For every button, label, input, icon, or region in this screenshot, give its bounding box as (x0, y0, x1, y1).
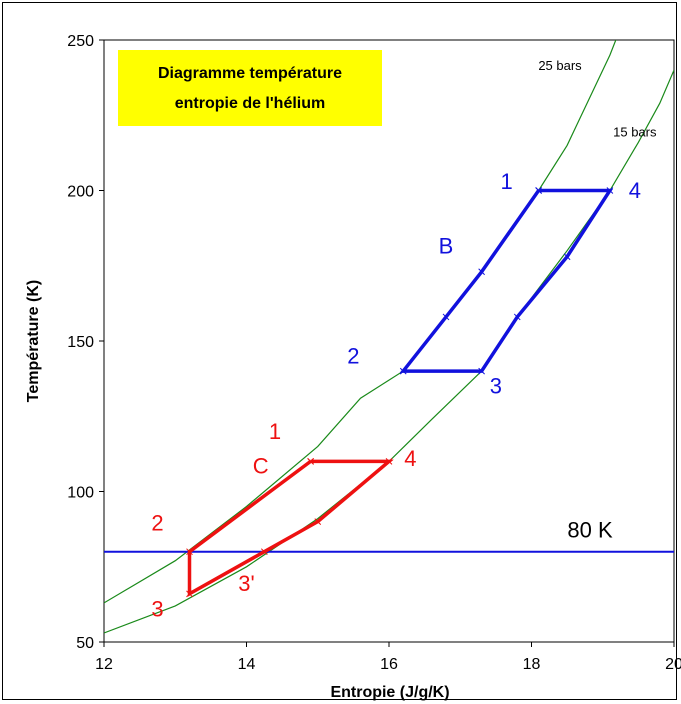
cycle-group: 1 4 2 3 B 1 4 C 2 3' 3 (151, 169, 641, 621)
cycle-B-point-marker (442, 313, 450, 321)
cycle-B-label-B: B (439, 234, 454, 259)
x-axis-label: Entropie (J/g/K) (330, 684, 449, 701)
x-tick-label: 18 (523, 656, 541, 673)
y-axis-ticks: 50 100 150 200 250 (67, 33, 104, 652)
cycle-C-label-4: 4 (404, 446, 416, 471)
isobar-annotation-0: 25 bars (538, 58, 582, 73)
annotations: 25 bars 15 bars (538, 58, 657, 139)
cycle-C-point-marker (307, 458, 314, 465)
cycle-B-point-marker (399, 367, 407, 375)
cycle-B-label-2: 2 (347, 344, 359, 369)
cycle-C-point-marker (314, 518, 322, 525)
plot-area (103, 39, 675, 643)
chart-title-line-2: entropie de l'hélium (175, 95, 326, 112)
cycle-B-label-1: 1 (500, 169, 512, 194)
cycle-B-point-marker (478, 268, 485, 276)
x-tick-label: 12 (95, 656, 113, 673)
cycle-C-point-marker (385, 458, 393, 465)
line-80k-label: 80 K (567, 518, 613, 543)
y-tick-label: 100 (67, 485, 94, 502)
cycle-C-point-marker (260, 548, 268, 556)
y-tick-label: 200 (67, 184, 94, 201)
cycle-C-point-marker (186, 548, 193, 556)
reference-line: 80 K (104, 518, 674, 553)
cycle-B-label-4: 4 (629, 178, 641, 203)
y-tick-label: 150 (67, 334, 94, 351)
x-tick-label: 20 (665, 656, 681, 673)
cycle-C-label-2: 2 (151, 511, 163, 536)
cycle-C-label-1: 1 (269, 419, 281, 444)
chart-title-line-1: Diagramme température (158, 65, 342, 82)
cycle-B-point-marker (535, 187, 542, 194)
x-tick-label: 16 (380, 656, 398, 673)
cycle-B-point-marker (513, 313, 521, 321)
x-tick-label: 14 (238, 656, 256, 673)
cycle-B-point-marker (563, 253, 571, 261)
cycle-C-label-3: 3 (151, 596, 163, 621)
cycle-B-point-marker (606, 187, 614, 194)
y-tick-label: 250 (67, 33, 94, 50)
cycle-C-point-marker (186, 590, 193, 598)
cycle-B-label-3: 3 (490, 374, 502, 399)
cycle-C-label-C: C (253, 453, 269, 478)
x-axis-ticks: 12 14 16 18 20 (95, 642, 681, 673)
isobar-annotation-1: 15 bars (613, 124, 657, 139)
y-axis-label: Température (K) (25, 280, 42, 402)
y-tick-label: 50 (76, 635, 94, 652)
cycle-B-point-marker (478, 367, 485, 375)
cycle-C-label-3': 3' (238, 571, 254, 596)
title-box (118, 50, 382, 126)
